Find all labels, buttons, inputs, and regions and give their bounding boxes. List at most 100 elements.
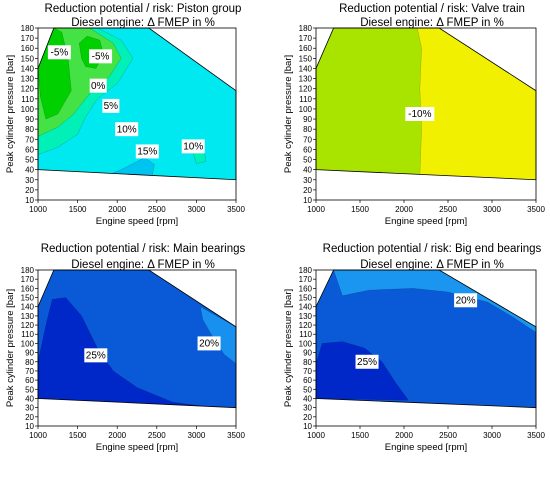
y-tick-label: 80 [303, 125, 312, 134]
y-tick-label: 110 [299, 95, 312, 104]
y-tick-label: 120 [299, 85, 313, 94]
y-tick-label: 70 [25, 135, 34, 144]
y-tick-label: 20 [303, 413, 312, 422]
y-tick-label: 170 [299, 34, 313, 43]
x-axis-label: Engine speed [rpm] [96, 442, 178, 453]
y-tick-label: 180 [299, 266, 313, 275]
y-tick-label: 100 [299, 105, 313, 114]
x-tick-label: 2500 [148, 431, 166, 440]
plot-frame [37, 269, 237, 427]
contour-label: -5% [92, 51, 110, 62]
contour-label: 25% [86, 350, 106, 361]
y-tick-label: 150 [299, 54, 313, 63]
chart-title: Reduction potential / risk: Main bearing… [41, 243, 246, 255]
y-tick-label: 110 [21, 330, 34, 339]
x-tick-label: 3500 [527, 205, 545, 214]
y-tick-label: 60 [25, 376, 34, 385]
contour-regions [38, 270, 236, 408]
y-axis-label: Peak cylinder pressure [bar] [283, 55, 294, 173]
y-tick-label: 80 [303, 358, 312, 367]
contour-regions [316, 270, 536, 408]
y-tick-label: 30 [25, 176, 34, 185]
contour-regions [316, 28, 536, 180]
y-tick-label: 90 [303, 349, 312, 358]
contour-label-background [405, 107, 435, 121]
contour-label: 25% [357, 357, 377, 368]
y-tick-label: 120 [299, 321, 313, 330]
y-tick-label: 180 [21, 24, 35, 33]
contour-region-3 [38, 297, 201, 407]
y-tick-label: 180 [21, 266, 35, 275]
y-tick-label: 50 [303, 156, 312, 165]
y-tick-label: 150 [21, 54, 35, 63]
y-tick-label: 130 [21, 75, 35, 84]
chart-subtitle: Diesel engine: Δ FMEP in % [360, 259, 504, 271]
y-tick-label: 150 [21, 294, 35, 303]
y-tick-label: 70 [25, 367, 34, 376]
contour-label-background [181, 139, 205, 154]
x-tick-label: 2000 [395, 205, 413, 214]
x-axis-label: Engine speed [rpm] [385, 216, 467, 227]
y-tick-label: 10 [303, 196, 312, 205]
chart-subtitle: Diesel engine: Δ FMEP in % [71, 17, 215, 29]
chart-subtitle: Diesel engine: Δ FMEP in % [360, 17, 504, 29]
y-tick-label: 180 [299, 24, 313, 33]
y-tick-label: 30 [303, 404, 312, 413]
contour-label: 5% [104, 101, 119, 112]
y-axis-label: Peak cylinder pressure [bar] [5, 55, 16, 173]
x-tick-label: 1500 [351, 431, 369, 440]
x-tick-label: 3000 [188, 431, 206, 440]
x-tick-label: 3000 [188, 205, 206, 214]
contour-label: 0% [91, 81, 106, 92]
y-tick-label: 60 [303, 145, 312, 154]
y-tick-label: 30 [25, 404, 34, 413]
chart-title: Reduction potential / risk: Valve train [339, 3, 525, 15]
y-tick-label: 100 [21, 105, 35, 114]
contour-label-background [89, 78, 107, 93]
chart-panel-4: 1000 1500 2000 2500 3000 3500 1020304050607080… [283, 243, 545, 453]
x-tick-label: 3500 [527, 431, 545, 440]
y-tick-label: 90 [25, 115, 34, 124]
contour-label-background [89, 49, 113, 64]
x-tick-label: 2500 [439, 431, 457, 440]
contour-region-2 [316, 28, 422, 176]
x-tick-label: 3000 [483, 431, 501, 440]
y-tick-label: 60 [303, 376, 312, 385]
chart-panel-3: 1000 1500 2000 2500 3000 3500 1020304050607080… [5, 243, 246, 453]
contour-label: 20% [456, 295, 476, 306]
y-tick-label: 120 [21, 321, 35, 330]
contour-label: 10% [183, 142, 203, 153]
plot-frame [315, 27, 537, 201]
x-axis-label: Engine speed [rpm] [385, 442, 467, 453]
y-tick-label: 140 [21, 64, 35, 73]
y-tick-label: 110 [299, 330, 312, 339]
y-tick-label: 50 [25, 156, 34, 165]
contour-region-2 [200, 306, 236, 365]
x-tick-label: 1000 [307, 431, 325, 440]
contour-label-background [102, 98, 120, 113]
x-tick-label: 2000 [395, 431, 413, 440]
y-tick-label: 40 [25, 394, 34, 403]
contour-label: 15% [137, 147, 157, 158]
y-axis-label: Peak cylinder pressure [bar] [5, 289, 16, 407]
chart-subtitle: Diesel engine: Δ FMEP in % [71, 259, 215, 271]
y-tick-label: 130 [299, 75, 313, 84]
y-tick-label: 160 [299, 44, 313, 53]
x-tick-label: 3000 [483, 205, 501, 214]
y-tick-label: 130 [299, 312, 313, 321]
y-tick-label: 160 [299, 284, 313, 293]
contour-label: 10% [117, 124, 137, 135]
x-tick-label: 2500 [439, 205, 457, 214]
y-tick-label: 80 [25, 358, 34, 367]
contour-label-background [84, 348, 108, 363]
x-axis-label: Engine speed [rpm] [96, 216, 178, 227]
contour-label: 20% [199, 339, 219, 350]
plot-frame [37, 27, 237, 201]
y-axis-label: Peak cylinder pressure [bar] [283, 289, 294, 407]
y-tick-label: 50 [25, 385, 34, 394]
x-tick-label: 3500 [227, 205, 245, 214]
x-tick-label: 2000 [108, 431, 126, 440]
